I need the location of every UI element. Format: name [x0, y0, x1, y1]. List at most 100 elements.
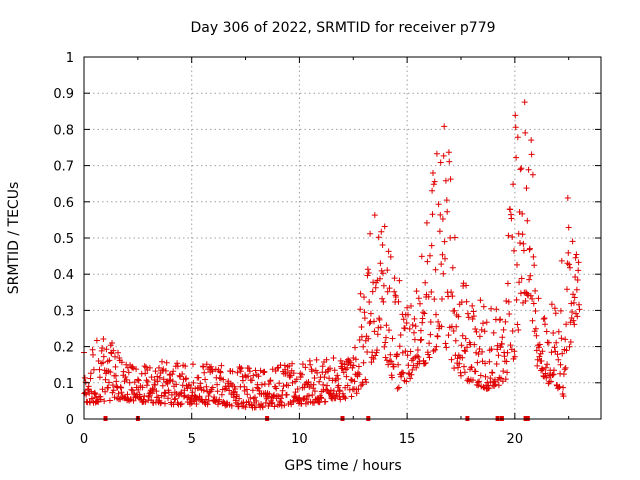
data-point — [435, 318, 442, 325]
data-point — [394, 385, 401, 392]
data-point — [85, 383, 92, 390]
data-point — [289, 360, 296, 367]
x-tick-label: 0 — [80, 432, 88, 447]
data-point — [183, 375, 190, 382]
data-point — [358, 324, 365, 330]
data-point — [536, 353, 543, 360]
data-point — [221, 386, 228, 393]
data-point — [283, 391, 290, 398]
data-point — [441, 123, 448, 130]
data-point — [532, 308, 539, 314]
data-point — [245, 398, 252, 405]
data-point — [229, 368, 236, 375]
data-point — [351, 378, 358, 385]
y-tick-label: 0.4 — [53, 268, 74, 283]
data-point — [364, 349, 371, 355]
data-point — [442, 177, 449, 184]
data-point — [203, 361, 210, 368]
data-point — [563, 321, 570, 328]
data-point — [271, 392, 277, 398]
data-point — [462, 348, 469, 355]
data-point — [455, 313, 462, 320]
y-tick-label: 0.6 — [53, 196, 74, 211]
data-point — [568, 300, 575, 307]
data-point — [433, 150, 440, 157]
data-point — [139, 384, 146, 391]
data-point — [470, 377, 476, 384]
data-point — [163, 359, 170, 366]
data-point — [303, 396, 310, 403]
data-point — [540, 316, 547, 322]
data-point — [255, 373, 262, 380]
data-point — [361, 294, 367, 301]
data-point — [534, 362, 541, 369]
data-point — [179, 382, 186, 389]
data-point — [482, 373, 489, 380]
data-point — [100, 336, 107, 342]
data-point — [244, 391, 251, 398]
data-point — [173, 381, 180, 388]
data-point — [523, 185, 530, 192]
data-point — [154, 378, 161, 385]
data-point — [504, 349, 511, 356]
data-point — [314, 369, 321, 376]
data-point — [168, 391, 175, 398]
axis-ticks — [83, 56, 601, 420]
data-point — [330, 392, 336, 399]
data-point — [564, 195, 571, 201]
x-axis-title: GPS time / hours — [284, 458, 401, 474]
data-point — [520, 240, 527, 247]
data-point — [169, 371, 176, 378]
data-point — [402, 348, 409, 355]
data-point — [214, 381, 221, 388]
data-point — [105, 384, 112, 391]
data-point — [447, 176, 454, 183]
data-point — [522, 129, 529, 136]
data-point — [424, 258, 431, 265]
data-point — [389, 335, 396, 342]
data-point — [529, 317, 536, 324]
data-point — [122, 374, 129, 380]
data-point — [311, 375, 318, 381]
data-point — [339, 360, 346, 367]
data-point — [414, 353, 420, 359]
data-point — [528, 137, 535, 144]
data-point — [502, 376, 509, 383]
data-point — [348, 393, 355, 400]
data-point — [528, 151, 535, 158]
data-point — [113, 378, 120, 385]
data-point — [445, 149, 452, 156]
data-point — [385, 248, 392, 255]
data-point — [202, 396, 209, 403]
data-point — [383, 334, 389, 341]
data-point — [344, 364, 351, 371]
data-point — [477, 297, 484, 304]
data-point — [436, 228, 443, 235]
data-point — [159, 382, 166, 389]
data-point — [520, 247, 527, 254]
data-point — [459, 332, 466, 339]
data-point — [212, 366, 219, 373]
data-point — [417, 300, 423, 307]
data-point — [387, 351, 394, 358]
data-point — [97, 396, 104, 403]
data-point — [349, 377, 355, 384]
data-point — [133, 366, 140, 373]
data-point — [299, 361, 306, 368]
data-point — [417, 327, 424, 334]
data-point — [362, 376, 369, 383]
data-point — [548, 301, 555, 308]
data-point — [574, 313, 581, 320]
data-point — [377, 324, 384, 331]
data-point — [511, 247, 517, 254]
data-point — [409, 322, 416, 328]
data-point — [277, 398, 283, 405]
data-point — [529, 295, 536, 302]
data-point — [247, 394, 254, 401]
data-point — [531, 262, 538, 269]
data-point — [551, 344, 558, 351]
data-point — [390, 363, 397, 370]
y-tick-label: 1 — [66, 51, 74, 66]
data-point — [519, 210, 526, 217]
data-point — [348, 376, 355, 383]
